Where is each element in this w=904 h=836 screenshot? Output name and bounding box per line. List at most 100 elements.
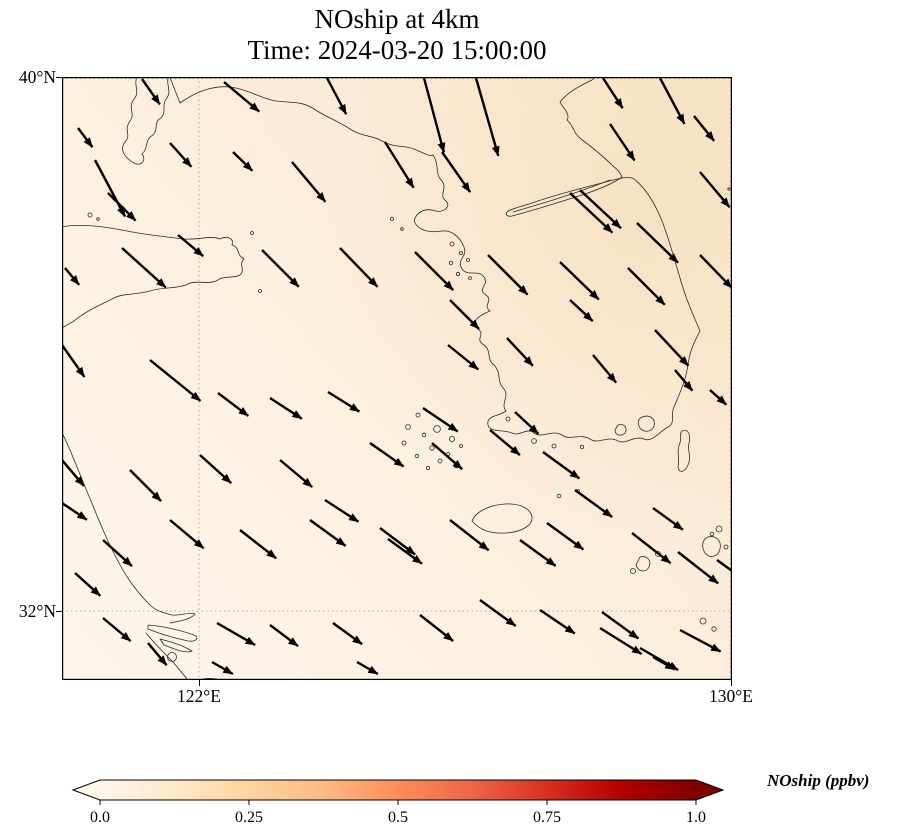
tickmark-122e: [199, 680, 200, 686]
wind-vector: [169, 519, 205, 550]
wind-vector: [102, 539, 133, 567]
wind-vector: [129, 469, 162, 502]
island-goto: [635, 556, 651, 572]
wind-vector: [217, 392, 250, 417]
wind-vector: [324, 498, 360, 523]
tickmark-32n: [56, 611, 62, 612]
wind-vector: [325, 77, 348, 115]
tickmark-40n: [56, 77, 62, 78]
wind-vector: [447, 344, 480, 371]
cbar-tick-025: 0.25: [235, 809, 263, 826]
wind-vector: [199, 454, 233, 484]
island-namhae: [614, 424, 627, 436]
wind-vector: [74, 572, 102, 597]
wind-vector: [579, 189, 622, 230]
wind-vector: [387, 538, 423, 565]
wind-vector: [431, 442, 463, 471]
wind-vector: [261, 249, 300, 288]
wind-vector: [77, 127, 94, 148]
colorbar-ticks: [99, 800, 697, 805]
wind-vector: [309, 519, 347, 547]
wind-vector: [474, 77, 500, 157]
coast-chongming-2: [159, 638, 193, 653]
wind-vector: [332, 622, 363, 646]
colorbar-label: NOship (ppbv): [767, 771, 870, 790]
wind-vector: [479, 599, 517, 627]
wind-vector: [546, 522, 585, 551]
plot-title: NOship at 4km Time: 2024-03-20 15:00:00: [97, 4, 697, 66]
wind-vector: [93, 159, 127, 218]
colorbar-tick-labels: 0.0 0.25 0.5 0.75 1.0: [90, 809, 706, 826]
wind-vector: [506, 337, 534, 367]
coast-korea: [169, 77, 701, 443]
xtick-130e: 130°E: [709, 686, 753, 706]
wind-vector: [539, 609, 576, 635]
island-ring: [167, 652, 177, 662]
wind-vector: [693, 115, 716, 142]
map-border: [62, 77, 732, 680]
wind-vector: [216, 621, 256, 647]
coastlines: [62, 77, 731, 680]
wind-vector: [62, 502, 88, 521]
map-svg: [62, 77, 732, 680]
wind-vector: [627, 267, 666, 306]
wind-vector: [422, 407, 459, 433]
wind-vector: [652, 655, 676, 671]
wind-vector: [674, 369, 694, 392]
wind-vector: [211, 660, 234, 676]
gridlines: [62, 77, 732, 680]
cbar-tick-05: 0.5: [388, 809, 408, 826]
wind-vector: [699, 254, 732, 289]
coast-jiangsu: [62, 431, 196, 624]
wind-vector: [716, 559, 732, 573]
wind-vector: [487, 254, 529, 296]
wind-vector: [269, 396, 303, 420]
colorbar: 0.0 0.25 0.5 0.75 1.0: [50, 770, 770, 826]
wind-vector: [62, 459, 85, 487]
cbar-tick-0: 0.0: [90, 809, 110, 826]
island-tsushima: [677, 429, 690, 472]
wind-vector: [652, 507, 684, 531]
coast-hangzhou-bay: [198, 678, 223, 680]
wind-vector: [414, 251, 455, 292]
coast-yangtze-south-bank: [145, 632, 189, 680]
coast-chongming-1: [147, 624, 198, 642]
wind-vector: [107, 192, 137, 222]
coast-river-inner: [512, 179, 611, 213]
wind-vector: [379, 527, 416, 556]
wind-quiver-arrows: [62, 77, 732, 676]
wind-vector: [677, 551, 719, 585]
wind-vector: [419, 614, 454, 642]
wind-vector: [601, 611, 640, 640]
wind-vector: [654, 329, 690, 367]
wind-vector: [636, 222, 679, 264]
cbar-tick-075: 0.75: [533, 809, 561, 826]
wind-vector: [291, 161, 327, 203]
wind-vector: [542, 451, 581, 480]
wind-vector: [239, 529, 277, 560]
wind-vector: [102, 617, 132, 643]
wind-vector: [327, 390, 361, 413]
wind-vector: [383, 141, 415, 189]
wind-vector: [149, 359, 202, 402]
coast-shandong: [62, 224, 245, 329]
wind-vector: [339, 247, 379, 288]
ytick-32n: 32°N: [18, 601, 56, 621]
wind-vector: [569, 192, 614, 234]
wind-vector: [574, 489, 613, 518]
wind-vector: [514, 411, 540, 435]
plot-title-line1: NOship at 4km: [314, 4, 480, 34]
wind-vector: [232, 151, 254, 172]
wind-vector: [631, 532, 672, 565]
wind-vector: [658, 77, 686, 125]
colorbar-svg: 0.0 0.25 0.5 0.75 1.0: [71, 779, 725, 826]
colorbar-bar: [71, 779, 725, 801]
wind-vector: [177, 234, 205, 258]
wind-vector: [121, 247, 167, 289]
cbar-tick-10: 1.0: [686, 809, 706, 826]
wind-vector: [519, 539, 557, 567]
wind-vector: [223, 81, 260, 113]
island-geoje: [637, 415, 655, 432]
map-plot-area: [62, 77, 732, 680]
